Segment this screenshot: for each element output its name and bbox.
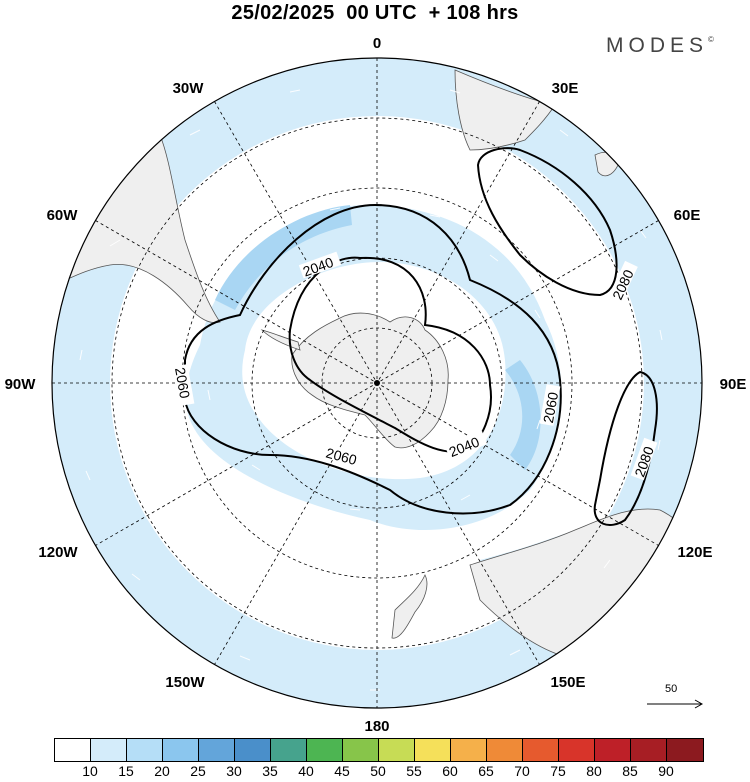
legend-tick-label: 70 xyxy=(514,763,530,779)
legend-tick-label: 60 xyxy=(442,763,458,779)
legend-swatch xyxy=(667,739,703,761)
lon-label-60w: 60W xyxy=(47,207,79,224)
legend-swatch xyxy=(235,739,271,761)
lon-label-120w: 120W xyxy=(38,544,78,561)
legend-swatch xyxy=(595,739,631,761)
contour-label: 2060 xyxy=(172,366,193,400)
legend-swatch xyxy=(523,739,559,761)
legend-tick-label: 50 xyxy=(370,763,386,779)
legend-swatch xyxy=(559,739,595,761)
wind-vectors xyxy=(79,89,663,691)
geopotential-contours xyxy=(184,147,658,526)
lon-label-90e: 90E xyxy=(720,376,747,393)
legend-tick-label: 45 xyxy=(334,763,350,779)
contour-2080-east-upper xyxy=(476,147,618,297)
legend-swatch xyxy=(631,739,667,761)
contour-label: 2060 xyxy=(540,391,561,425)
polar-map: 2040 2040 2060 2060 2060 2080 2080 0 30W… xyxy=(5,35,747,735)
legend-tick-label: 65 xyxy=(478,763,494,779)
legend-swatch xyxy=(415,739,451,761)
contour-2080-east-lower xyxy=(593,370,658,526)
map-disk: 2040 2040 2060 2060 2060 2080 2080 xyxy=(52,58,702,708)
legend-swatch xyxy=(307,739,343,761)
legend-swatch xyxy=(379,739,415,761)
legend-tick-label: 40 xyxy=(298,763,314,779)
reference-vector-arrow xyxy=(647,699,704,709)
copyright-mark: © xyxy=(708,35,714,44)
lon-label-150e: 150E xyxy=(550,674,585,691)
legend-tick-label: 10 xyxy=(82,763,98,779)
lon-label-30e: 30E xyxy=(552,80,579,97)
color-legend xyxy=(54,738,704,762)
brand-name: MODES xyxy=(606,34,709,57)
inner-wind-belt xyxy=(185,204,562,530)
legend-tick-label: 85 xyxy=(622,763,638,779)
legend-tick-label: 35 xyxy=(262,763,278,779)
brand-logo: MODES© xyxy=(606,34,714,58)
legend-swatch xyxy=(487,739,523,761)
lon-label-150w: 150W xyxy=(165,674,205,691)
legend-swatch xyxy=(163,739,199,761)
africa xyxy=(454,69,556,151)
band-southwest xyxy=(110,520,260,680)
legend-ticks: 10 15 20 25 30 35 40 45 50 55 60 65 70 75 80 85 90 xyxy=(54,763,704,781)
legend-swatch xyxy=(199,739,235,761)
legend-tick-label: 30 xyxy=(226,763,242,779)
lon-label-0: 0 xyxy=(373,35,381,52)
contour-2040 xyxy=(288,256,492,453)
map-title: 25/02/2025 00 UTC + 108 hrs xyxy=(231,2,519,24)
legend-tick-label: 55 xyxy=(406,763,422,779)
legend-swatch xyxy=(451,739,487,761)
lon-label-30w: 30W xyxy=(173,80,205,97)
legend-swatch xyxy=(343,739,379,761)
contour-label: 2060 xyxy=(324,445,358,469)
legend-tick-label: 75 xyxy=(550,763,566,779)
legend-swatch xyxy=(55,739,91,761)
legend-swatch xyxy=(91,739,127,761)
jet-core-west xyxy=(215,205,352,310)
legend-tick-label: 90 xyxy=(658,763,674,779)
lon-label-90w: 90W xyxy=(5,376,37,393)
longitude-labels: 0 30W 30E 60W 60E 90W 90E 120W 120E 150W… xyxy=(5,35,747,735)
legend-tick-label: 20 xyxy=(154,763,170,779)
legend-tick-label: 25 xyxy=(190,763,206,779)
legend-tick-label: 80 xyxy=(586,763,602,779)
legend-swatch xyxy=(271,739,307,761)
legend-swatch xyxy=(127,739,163,761)
new-zealand xyxy=(391,574,428,639)
lon-label-120e: 120E xyxy=(677,544,712,561)
jet-core-east xyxy=(505,360,541,470)
reference-vector-value: 50 xyxy=(665,683,678,695)
contour-2060 xyxy=(184,203,562,515)
south-pole-marker xyxy=(374,380,380,386)
map-border xyxy=(51,57,703,709)
lon-label-60e: 60E xyxy=(674,207,701,224)
lon-label-180: 180 xyxy=(364,718,389,735)
legend-tick-label: 15 xyxy=(118,763,134,779)
